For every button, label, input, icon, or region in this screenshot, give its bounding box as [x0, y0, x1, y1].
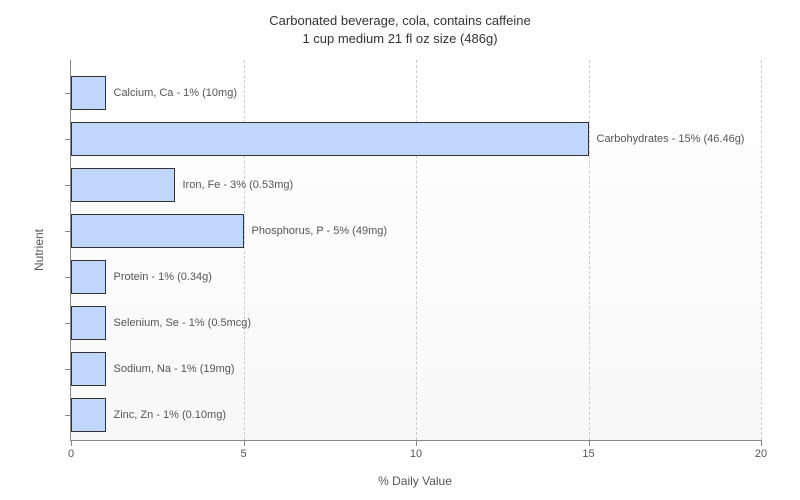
bar-label: Calcium, Ca - 1% (10mg) [114, 87, 237, 99]
x-tick-label: 5 [240, 448, 246, 460]
chart-title-line2: 1 cup medium 21 fl oz size (486g) [302, 31, 497, 46]
x-tick-mark [761, 440, 762, 446]
bar-label: Protein - 1% (0.34g) [114, 271, 212, 283]
bar-row: Selenium, Se - 1% (0.5mcg) [71, 306, 251, 340]
bar-label: Zinc, Zn - 1% (0.10mg) [114, 409, 226, 421]
bar [71, 398, 106, 432]
bar-row: Sodium, Na - 1% (19mg) [71, 352, 235, 386]
bar-row: Phosphorus, P - 5% (49mg) [71, 214, 387, 248]
bar-row: Carbohydrates - 15% (46.46g) [71, 122, 744, 156]
bar-label: Carbohydrates - 15% (46.46g) [597, 133, 745, 145]
chart-title: Carbonated beverage, cola, contains caff… [0, 0, 800, 48]
bar-row: Zinc, Zn - 1% (0.10mg) [71, 398, 226, 432]
gridline [761, 60, 762, 440]
plot-area: 05101520 Calcium, Ca - 1% (10mg)Carbohyd… [70, 60, 761, 441]
chart-title-line1: Carbonated beverage, cola, contains caff… [269, 13, 530, 28]
x-tick-mark [244, 440, 245, 446]
bar [71, 260, 106, 294]
x-tick-mark [589, 440, 590, 446]
bar-row: Iron, Fe - 3% (0.53mg) [71, 168, 293, 202]
bar-row: Protein - 1% (0.34g) [71, 260, 212, 294]
x-tick-label: 15 [582, 448, 594, 460]
bar [71, 214, 244, 248]
x-tick-label: 0 [68, 448, 74, 460]
bar [71, 122, 589, 156]
bar-row: Calcium, Ca - 1% (10mg) [71, 76, 237, 110]
bar-label: Iron, Fe - 3% (0.53mg) [183, 179, 294, 191]
bar-label: Phosphorus, P - 5% (49mg) [252, 225, 388, 237]
y-axis-label: Nutrient [32, 229, 46, 271]
bars-group: Calcium, Ca - 1% (10mg) Carbohydrates - 1… [71, 60, 761, 440]
bar-label: Selenium, Se - 1% (0.5mcg) [114, 317, 252, 329]
bar [71, 306, 106, 340]
x-tick-mark [416, 440, 417, 446]
bar [71, 76, 106, 110]
bar [71, 168, 175, 202]
x-tick-label: 20 [755, 448, 767, 460]
x-tick-label: 10 [410, 448, 422, 460]
bar [71, 352, 106, 386]
x-axis-label: % Daily Value [70, 474, 760, 488]
nutrient-chart: Carbonated beverage, cola, contains caff… [0, 0, 800, 500]
x-tick-mark [71, 440, 72, 446]
bar-label: Sodium, Na - 1% (19mg) [114, 363, 235, 375]
